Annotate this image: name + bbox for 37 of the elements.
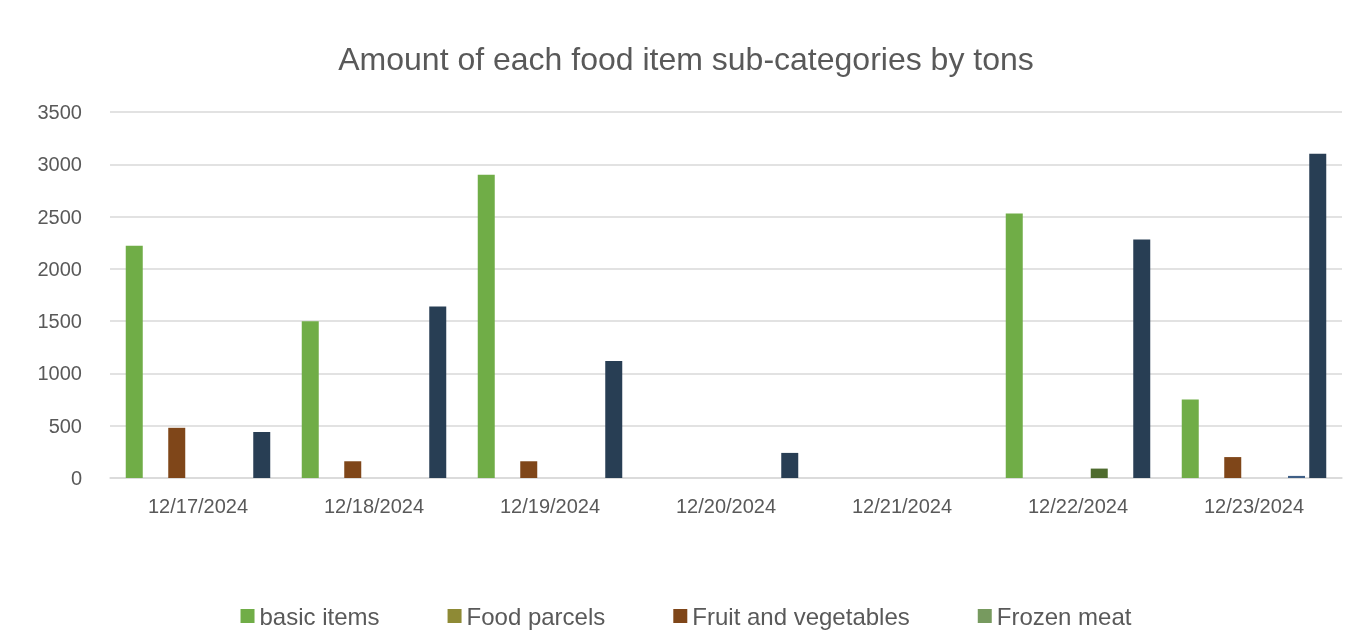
legend-label: Fruit and vegetables <box>692 602 910 630</box>
bar <box>344 461 362 478</box>
bar <box>477 174 495 478</box>
bar <box>1133 239 1151 478</box>
bar <box>1224 457 1242 478</box>
x-tick-label: 12/18/2024 <box>323 495 425 517</box>
x-tick-label: 12/23/2024 <box>1203 495 1305 517</box>
x-tick-label: 12/19/2024 <box>499 495 601 517</box>
bar <box>253 431 271 478</box>
legend-label: Food parcels <box>466 602 606 630</box>
bar <box>301 321 319 478</box>
bar <box>1181 399 1199 478</box>
x-tick-label: 12/21/2024 <box>851 495 953 517</box>
bar <box>605 360 623 478</box>
y-tick-label: 2000 <box>37 257 82 280</box>
bar <box>1288 475 1305 478</box>
x-tick-label: 12/22/2024 <box>1027 495 1129 517</box>
y-tick-label: 2500 <box>37 205 82 228</box>
y-tick-label: 1000 <box>37 362 82 385</box>
bar <box>168 427 186 478</box>
bar <box>520 461 538 478</box>
legend-label: basic items <box>259 602 380 630</box>
y-tick-label: 3500 <box>37 101 82 123</box>
bar <box>125 245 143 478</box>
bar <box>429 306 447 478</box>
y-tick-label: 3000 <box>37 153 82 176</box>
x-tick-label: 12/20/2024 <box>675 495 777 517</box>
y-tick-label: 500 <box>48 414 82 437</box>
x-tick-label: 12/17/2024 <box>147 495 249 517</box>
bar <box>1005 213 1023 478</box>
chart-title: Amount of each food item sub-categories by tons <box>338 41 1034 77</box>
legend-label: Frozen meat <box>996 602 1132 630</box>
bar <box>1309 153 1327 478</box>
bar <box>781 452 799 478</box>
bar <box>1090 468 1108 478</box>
y-tick-label: 0 <box>70 467 82 489</box>
y-tick-label: 1500 <box>37 310 82 333</box>
